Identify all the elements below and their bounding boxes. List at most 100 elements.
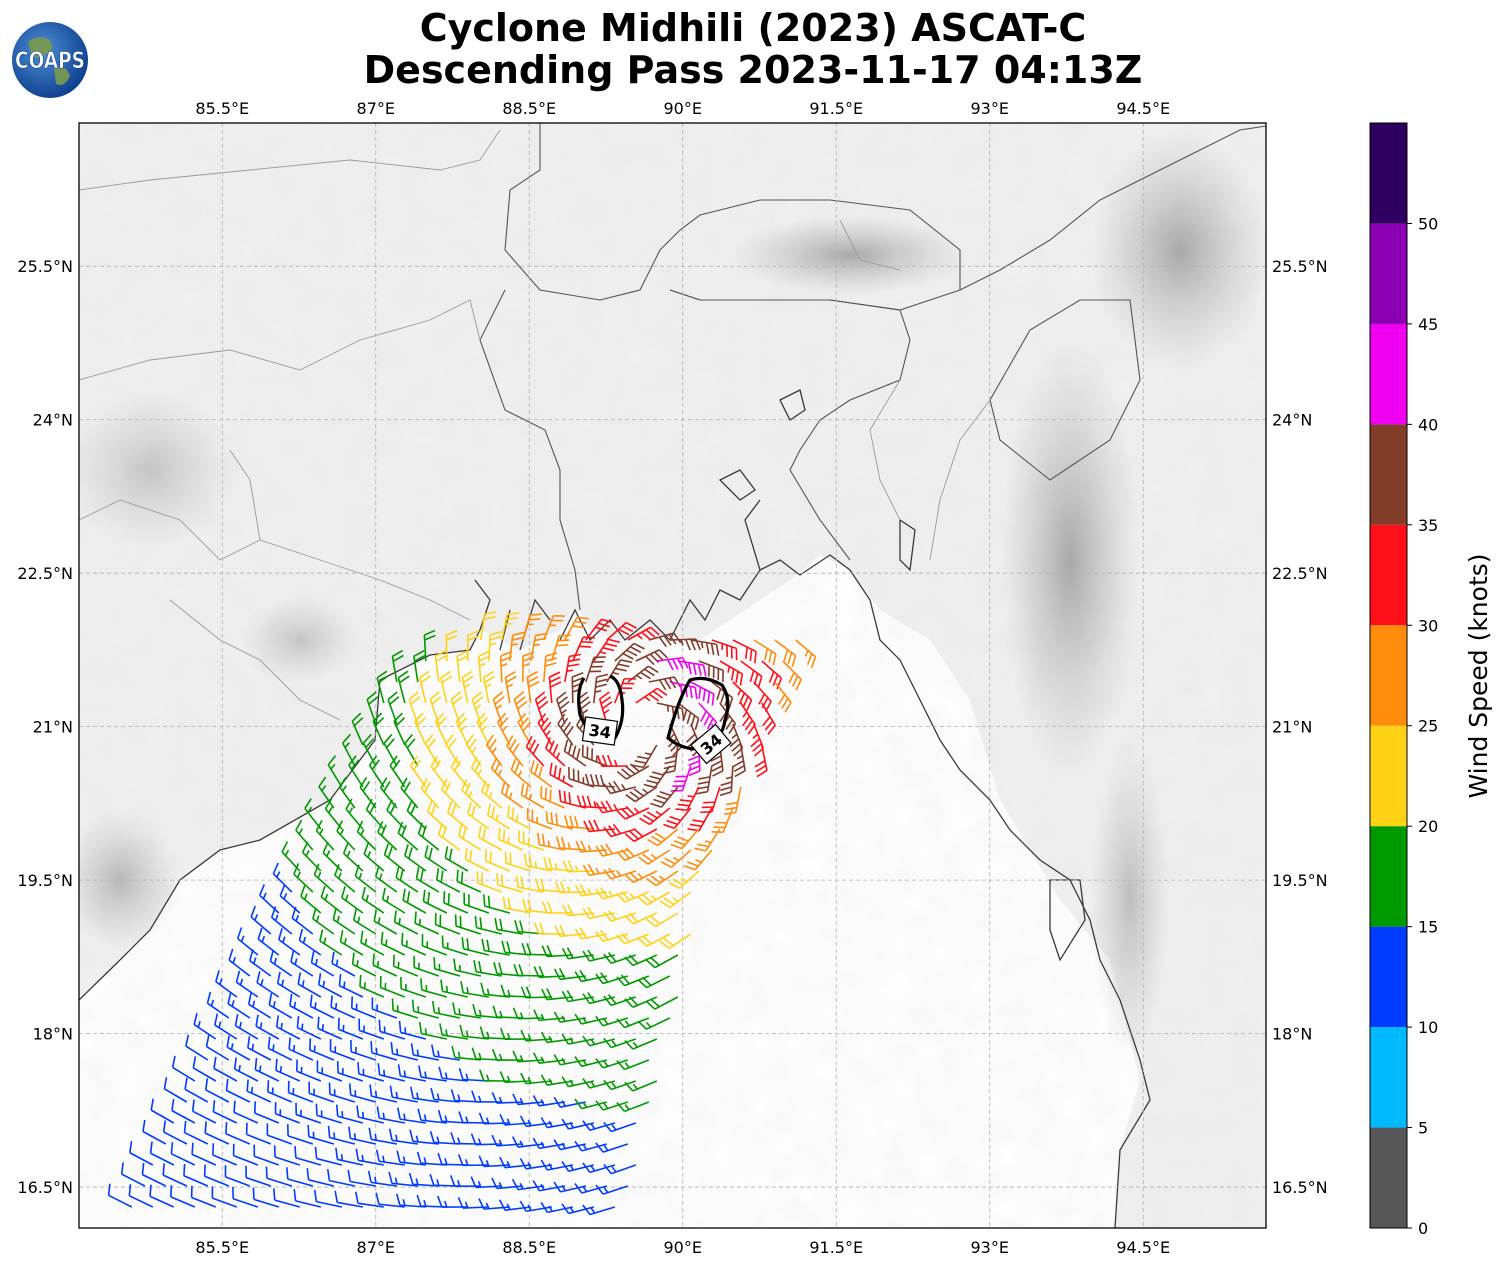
wind-barb bbox=[293, 863, 314, 893]
wind-barb bbox=[252, 1187, 280, 1208]
wind-barb bbox=[478, 1155, 510, 1168]
wind-barb bbox=[327, 1125, 356, 1145]
wind-barb bbox=[496, 873, 524, 893]
colorbar-tick-label: 40 bbox=[1418, 415, 1438, 434]
wind-barb bbox=[574, 927, 607, 940]
wind-barb bbox=[564, 653, 582, 683]
wind-barb bbox=[437, 1195, 468, 1208]
wind-barb bbox=[643, 765, 671, 789]
wind-barb bbox=[513, 691, 528, 725]
wind-barb bbox=[561, 1033, 594, 1045]
wind-barb bbox=[520, 986, 552, 999]
wind-barb bbox=[698, 660, 724, 682]
lon-tick-top: 91.5°E bbox=[809, 99, 863, 118]
wind-barb bbox=[574, 884, 607, 897]
wind-barb bbox=[595, 1184, 629, 1195]
wind-barb bbox=[774, 681, 792, 713]
wind-barb bbox=[557, 713, 574, 746]
wind-barb bbox=[482, 670, 496, 704]
wind-barb bbox=[719, 660, 744, 686]
wind-barb bbox=[315, 819, 335, 851]
wind-barb bbox=[700, 786, 721, 814]
wind-barb bbox=[294, 1146, 322, 1166]
wind-barb bbox=[732, 639, 757, 664]
wind-barb bbox=[332, 907, 356, 935]
wind-barb bbox=[247, 992, 272, 1019]
wind-barb bbox=[572, 636, 595, 662]
wind-barb bbox=[371, 997, 398, 1019]
wind-barb bbox=[690, 639, 720, 656]
wind-barb bbox=[339, 930, 364, 956]
wind-barb bbox=[459, 1024, 489, 1040]
wind-barb bbox=[460, 981, 489, 998]
wind-barb bbox=[400, 976, 427, 998]
wind-barb bbox=[492, 1005, 523, 1019]
wind-barb bbox=[484, 849, 511, 872]
wind-barb bbox=[374, 865, 398, 893]
wind-barb bbox=[624, 912, 658, 925]
wind-barb bbox=[541, 988, 573, 1001]
colorbar-tick-label: 30 bbox=[1418, 616, 1438, 635]
wind-barb bbox=[414, 911, 440, 935]
wind-barb bbox=[228, 948, 251, 977]
wind-barb bbox=[533, 1009, 565, 1022]
wind-barb bbox=[361, 886, 385, 914]
lat-tick-left: 22.5°N bbox=[17, 564, 73, 583]
wind-barb bbox=[441, 935, 469, 956]
wind-barb bbox=[457, 1196, 489, 1209]
wind-barb bbox=[162, 1163, 188, 1187]
wind-barb bbox=[247, 1036, 272, 1061]
wind-barb bbox=[203, 1164, 230, 1187]
wind-barb bbox=[424, 734, 440, 767]
wind-barb bbox=[254, 1058, 280, 1082]
wind-barb bbox=[553, 967, 586, 981]
wind-barb bbox=[415, 867, 440, 893]
wind-barb bbox=[290, 950, 314, 977]
wind-barb bbox=[206, 991, 230, 1019]
wind-barb bbox=[289, 993, 314, 1019]
wind-barb bbox=[491, 1091, 523, 1104]
wind-barb bbox=[534, 922, 565, 935]
wind-barb bbox=[296, 1015, 322, 1040]
wind-barb bbox=[535, 878, 565, 893]
wind-barb bbox=[668, 870, 700, 889]
wind-barb bbox=[624, 870, 658, 884]
wind-barb bbox=[517, 712, 532, 746]
wind-barb bbox=[624, 828, 658, 843]
wind-barb bbox=[504, 851, 532, 872]
wind-barb bbox=[519, 1115, 552, 1128]
wind-barb bbox=[269, 949, 293, 977]
wind-barb bbox=[334, 1190, 363, 1208]
wind-barb bbox=[456, 869, 482, 893]
wind-barb bbox=[162, 1120, 188, 1145]
wind-barb bbox=[386, 799, 406, 830]
wind-barb bbox=[273, 1145, 301, 1166]
wind-barb bbox=[287, 1080, 314, 1103]
wind-barb bbox=[423, 629, 436, 662]
wind-barb bbox=[369, 1084, 397, 1103]
wind-barb bbox=[750, 723, 765, 757]
wind-barb bbox=[310, 950, 335, 977]
wind-barb bbox=[616, 805, 650, 820]
wind-barb bbox=[506, 805, 532, 830]
wind-barb bbox=[286, 1124, 314, 1145]
wind-barb bbox=[376, 670, 389, 704]
wind-barb bbox=[498, 827, 524, 851]
wind-barb bbox=[498, 1199, 531, 1211]
wind-barb bbox=[330, 995, 356, 1019]
lon-tick-top: 90°E bbox=[663, 99, 701, 118]
wind-barb bbox=[574, 1056, 608, 1068]
wind-barb bbox=[445, 734, 461, 767]
colorbar-tick-label: 10 bbox=[1418, 1018, 1438, 1037]
wind-barb bbox=[388, 1171, 418, 1187]
wind-barb bbox=[328, 1082, 356, 1103]
wind-barb bbox=[418, 1065, 447, 1082]
wind-barb bbox=[724, 786, 742, 816]
wind-barb bbox=[511, 1178, 544, 1191]
colorbar-bin bbox=[1370, 1027, 1407, 1128]
wind-barb bbox=[327, 755, 343, 788]
wind-barb bbox=[214, 1013, 238, 1040]
colorbar-tick-label: 50 bbox=[1418, 214, 1438, 233]
wind-barb bbox=[501, 612, 519, 641]
